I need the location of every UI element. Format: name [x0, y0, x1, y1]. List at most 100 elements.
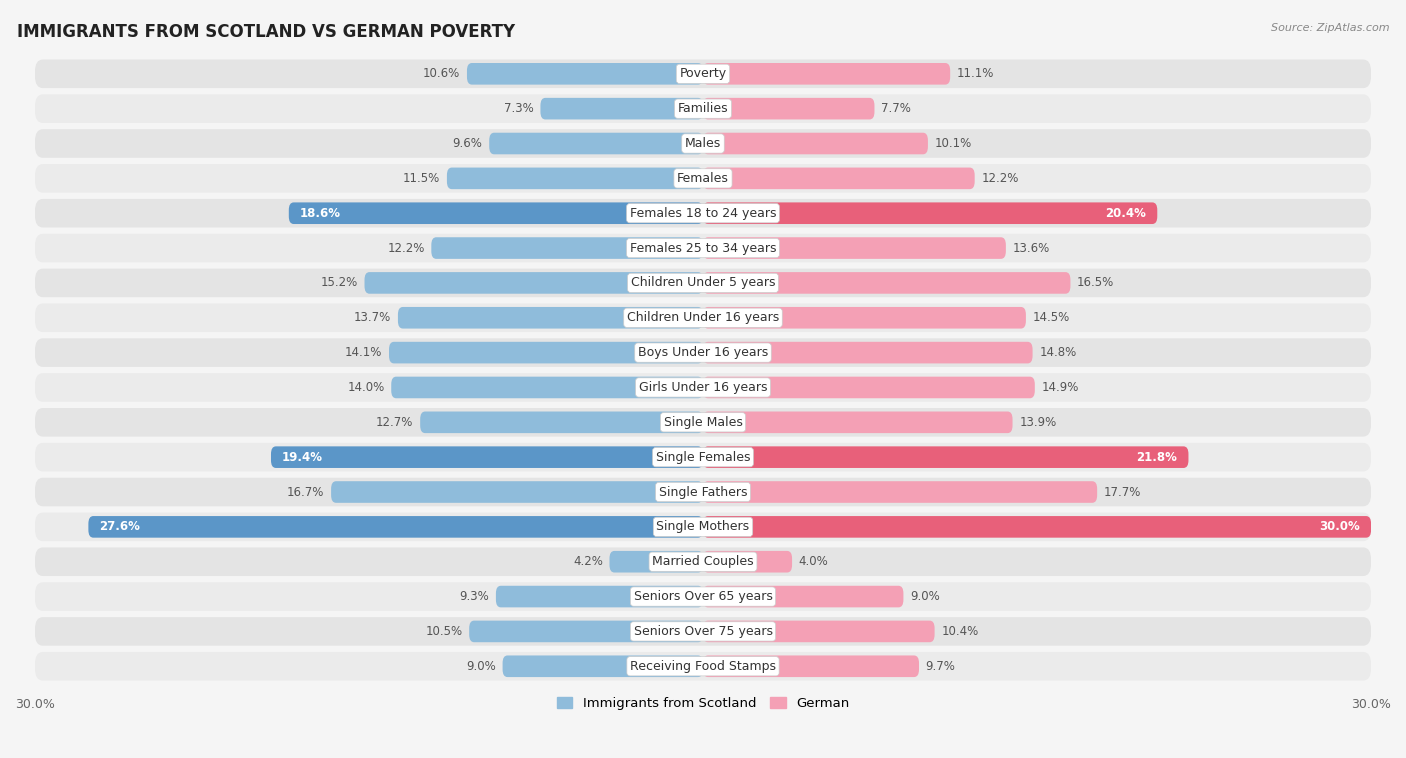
Text: Single Fathers: Single Fathers: [659, 486, 747, 499]
FancyBboxPatch shape: [703, 446, 1188, 468]
Text: 9.7%: 9.7%: [925, 659, 956, 673]
Text: Girls Under 16 years: Girls Under 16 years: [638, 381, 768, 394]
FancyBboxPatch shape: [35, 60, 1371, 88]
FancyBboxPatch shape: [35, 338, 1371, 367]
Text: 4.0%: 4.0%: [799, 555, 828, 568]
Text: Married Couples: Married Couples: [652, 555, 754, 568]
Text: 9.0%: 9.0%: [910, 590, 939, 603]
Text: 9.3%: 9.3%: [460, 590, 489, 603]
FancyBboxPatch shape: [447, 168, 703, 190]
FancyBboxPatch shape: [432, 237, 703, 259]
Text: Families: Families: [678, 102, 728, 115]
Text: Poverty: Poverty: [679, 67, 727, 80]
Text: 18.6%: 18.6%: [299, 207, 340, 220]
FancyBboxPatch shape: [470, 621, 703, 642]
Text: 11.1%: 11.1%: [957, 67, 994, 80]
Text: 9.6%: 9.6%: [453, 137, 482, 150]
Text: 27.6%: 27.6%: [100, 520, 141, 534]
FancyBboxPatch shape: [35, 408, 1371, 437]
Text: 10.6%: 10.6%: [423, 67, 460, 80]
Text: 21.8%: 21.8%: [1136, 451, 1177, 464]
FancyBboxPatch shape: [609, 551, 703, 572]
FancyBboxPatch shape: [35, 652, 1371, 681]
FancyBboxPatch shape: [398, 307, 703, 328]
FancyBboxPatch shape: [35, 199, 1371, 227]
FancyBboxPatch shape: [703, 412, 1012, 433]
Text: 13.9%: 13.9%: [1019, 416, 1056, 429]
FancyBboxPatch shape: [703, 63, 950, 85]
Text: 4.2%: 4.2%: [572, 555, 603, 568]
FancyBboxPatch shape: [35, 547, 1371, 576]
FancyBboxPatch shape: [703, 307, 1026, 328]
FancyBboxPatch shape: [703, 551, 792, 572]
FancyBboxPatch shape: [703, 342, 1032, 363]
Text: 7.3%: 7.3%: [503, 102, 534, 115]
Text: 12.7%: 12.7%: [377, 416, 413, 429]
Text: 30.0%: 30.0%: [1319, 520, 1360, 534]
Text: 10.4%: 10.4%: [941, 625, 979, 638]
Text: Source: ZipAtlas.com: Source: ZipAtlas.com: [1271, 23, 1389, 33]
FancyBboxPatch shape: [35, 164, 1371, 193]
FancyBboxPatch shape: [496, 586, 703, 607]
Text: Boys Under 16 years: Boys Under 16 years: [638, 346, 768, 359]
FancyBboxPatch shape: [35, 512, 1371, 541]
Text: 20.4%: 20.4%: [1105, 207, 1146, 220]
FancyBboxPatch shape: [364, 272, 703, 293]
FancyBboxPatch shape: [703, 481, 1097, 503]
FancyBboxPatch shape: [703, 272, 1070, 293]
Text: 13.6%: 13.6%: [1012, 242, 1050, 255]
FancyBboxPatch shape: [703, 168, 974, 190]
FancyBboxPatch shape: [35, 582, 1371, 611]
FancyBboxPatch shape: [540, 98, 703, 120]
Text: 14.1%: 14.1%: [344, 346, 382, 359]
Text: 12.2%: 12.2%: [387, 242, 425, 255]
Text: 12.2%: 12.2%: [981, 172, 1019, 185]
Text: 10.1%: 10.1%: [935, 137, 972, 150]
Text: 10.5%: 10.5%: [426, 625, 463, 638]
FancyBboxPatch shape: [35, 268, 1371, 297]
Text: 19.4%: 19.4%: [283, 451, 323, 464]
Text: Females: Females: [678, 172, 728, 185]
FancyBboxPatch shape: [271, 446, 703, 468]
FancyBboxPatch shape: [35, 373, 1371, 402]
Text: Females 25 to 34 years: Females 25 to 34 years: [630, 242, 776, 255]
Text: 17.7%: 17.7%: [1104, 486, 1142, 499]
FancyBboxPatch shape: [703, 202, 1157, 224]
Text: Seniors Over 75 years: Seniors Over 75 years: [634, 625, 772, 638]
Text: Females 18 to 24 years: Females 18 to 24 years: [630, 207, 776, 220]
FancyBboxPatch shape: [489, 133, 703, 155]
Text: Single Females: Single Females: [655, 451, 751, 464]
FancyBboxPatch shape: [703, 377, 1035, 398]
FancyBboxPatch shape: [35, 443, 1371, 471]
FancyBboxPatch shape: [502, 656, 703, 677]
FancyBboxPatch shape: [389, 342, 703, 363]
FancyBboxPatch shape: [703, 516, 1371, 537]
Text: Single Males: Single Males: [664, 416, 742, 429]
FancyBboxPatch shape: [35, 303, 1371, 332]
FancyBboxPatch shape: [330, 481, 703, 503]
Text: 14.5%: 14.5%: [1032, 312, 1070, 324]
Text: 11.5%: 11.5%: [404, 172, 440, 185]
Text: 9.0%: 9.0%: [467, 659, 496, 673]
FancyBboxPatch shape: [703, 621, 935, 642]
FancyBboxPatch shape: [89, 516, 703, 537]
Text: Seniors Over 65 years: Seniors Over 65 years: [634, 590, 772, 603]
Text: Males: Males: [685, 137, 721, 150]
FancyBboxPatch shape: [703, 586, 904, 607]
Text: 7.7%: 7.7%: [882, 102, 911, 115]
Text: 14.9%: 14.9%: [1042, 381, 1078, 394]
Text: Receiving Food Stamps: Receiving Food Stamps: [630, 659, 776, 673]
FancyBboxPatch shape: [35, 129, 1371, 158]
FancyBboxPatch shape: [35, 617, 1371, 646]
Text: 16.5%: 16.5%: [1077, 277, 1115, 290]
FancyBboxPatch shape: [420, 412, 703, 433]
Legend: Immigrants from Scotland, German: Immigrants from Scotland, German: [551, 692, 855, 716]
FancyBboxPatch shape: [391, 377, 703, 398]
Text: 14.0%: 14.0%: [347, 381, 385, 394]
FancyBboxPatch shape: [35, 478, 1371, 506]
FancyBboxPatch shape: [467, 63, 703, 85]
FancyBboxPatch shape: [703, 98, 875, 120]
Text: 15.2%: 15.2%: [321, 277, 359, 290]
FancyBboxPatch shape: [703, 656, 920, 677]
FancyBboxPatch shape: [703, 237, 1005, 259]
